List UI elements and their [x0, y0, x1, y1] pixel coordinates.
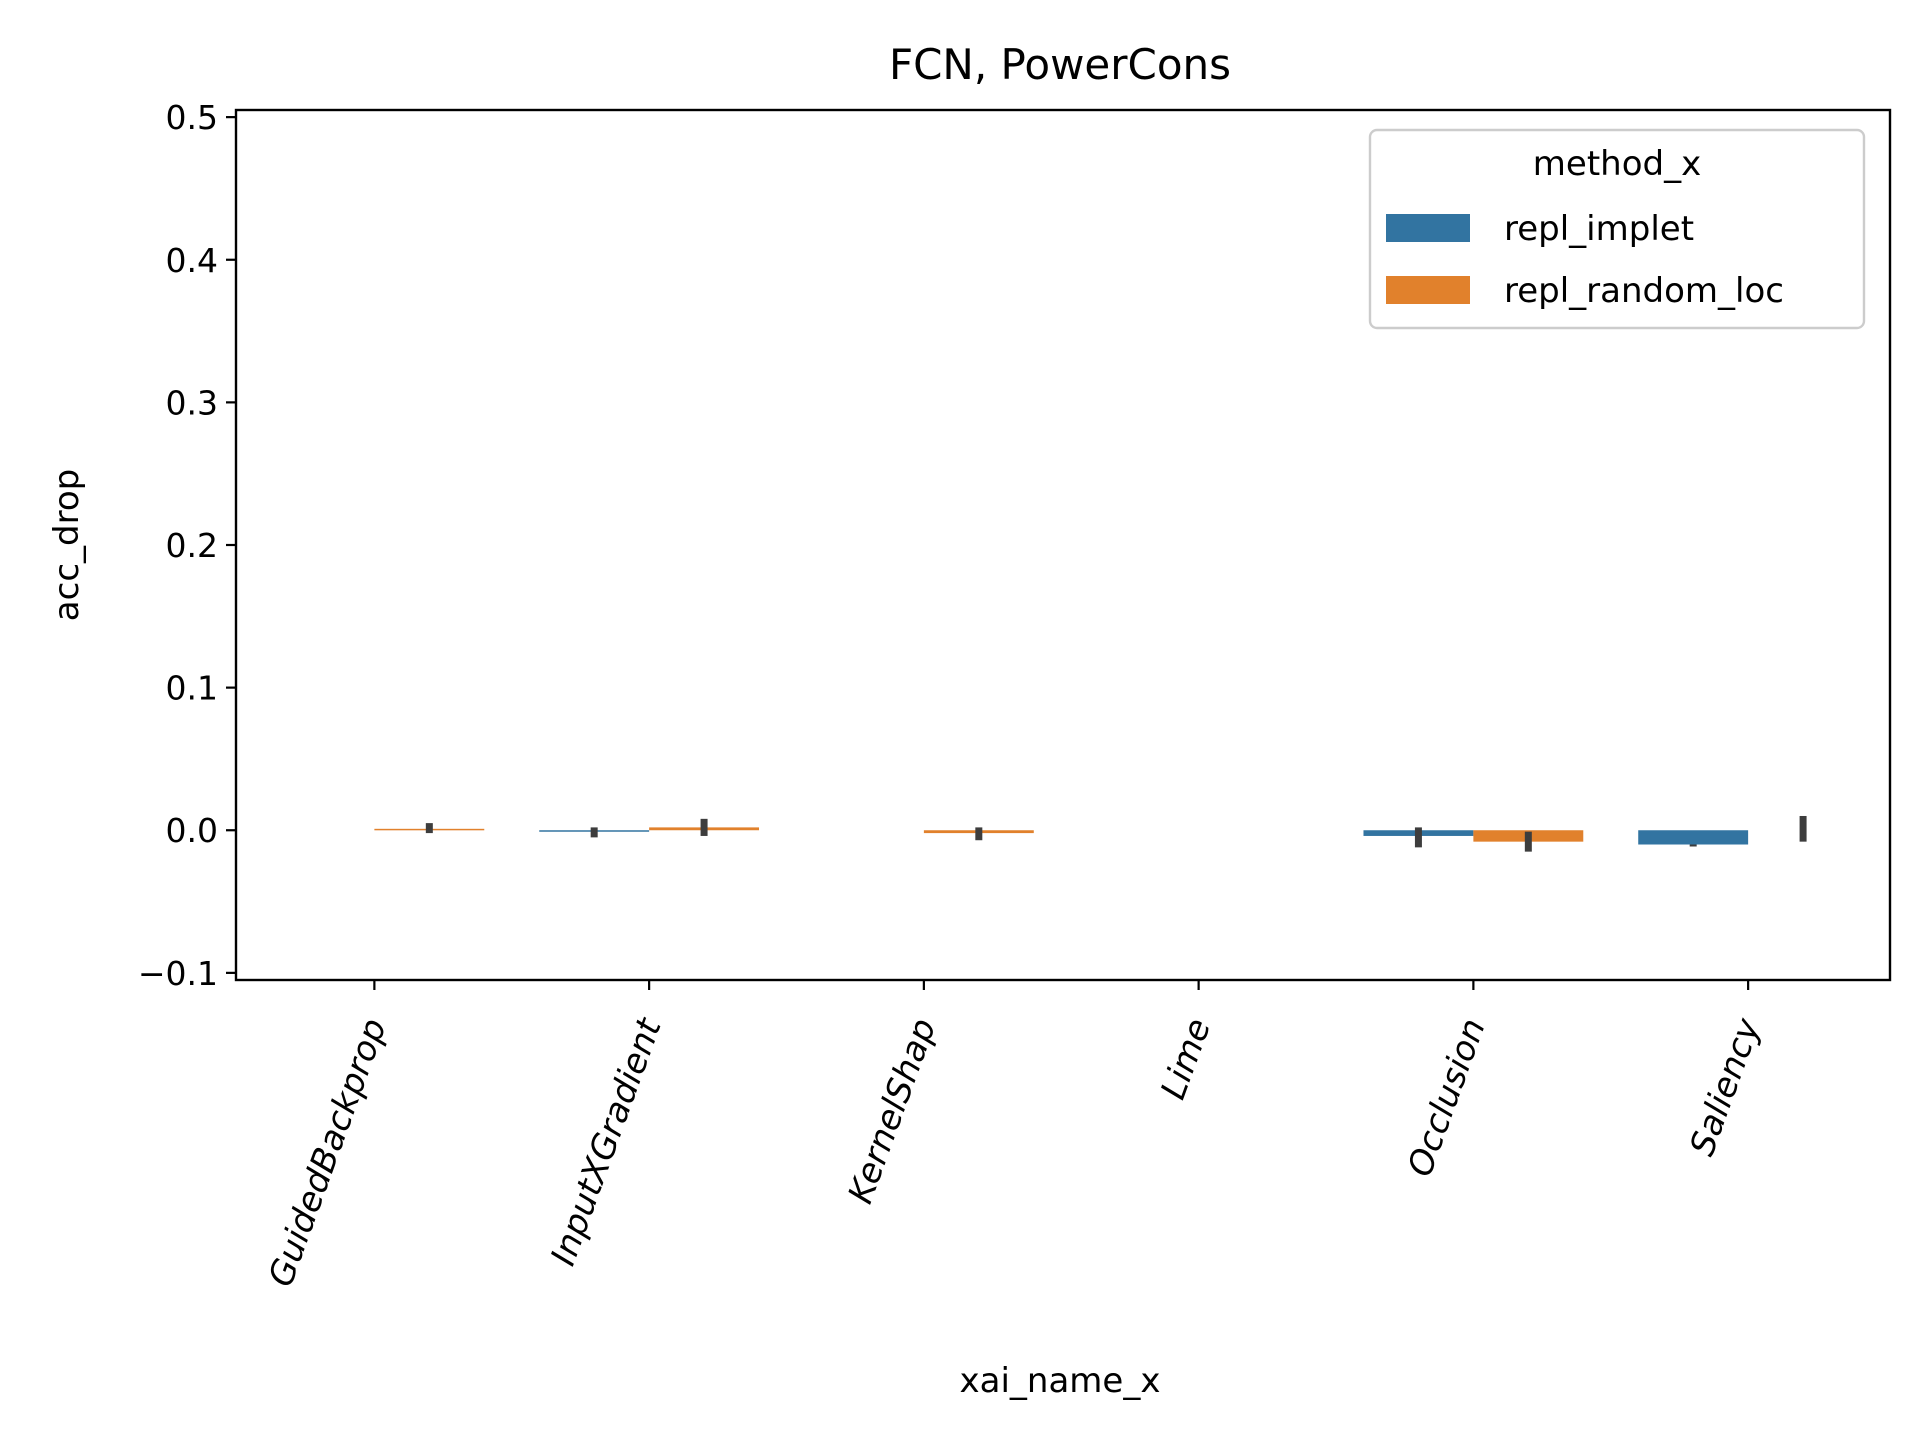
y-axis-label: acc_drop: [47, 469, 87, 621]
y-tick-label: 0.0: [166, 811, 218, 850]
x-tick-label: GuidedBackprop: [261, 1013, 395, 1292]
y-tick-label: 0.2: [166, 526, 218, 565]
y-tick-label: 0.5: [166, 98, 218, 137]
legend-swatch-repl_implet: [1386, 214, 1470, 242]
x-tick-label: Lime: [1153, 1013, 1219, 1104]
x-axis-label: xai_name_x: [960, 1361, 1161, 1401]
y-tick-label: 0.4: [166, 241, 218, 280]
y-tick-label: 0.3: [166, 383, 218, 422]
x-tick-label: Occlusion: [1400, 1013, 1494, 1181]
legend-swatch-repl_random_loc: [1386, 276, 1470, 304]
chart-title: FCN, PowerCons: [889, 40, 1231, 89]
x-tick-label: InputXGradient: [543, 1012, 670, 1271]
legend-frame: [1368, 128, 1866, 330]
x-tick-label: KernelShap: [841, 1013, 945, 1208]
y-tick-label: 0.1: [166, 669, 218, 708]
y-tick-label: −0.1: [138, 954, 218, 993]
legend-title: method_x: [1533, 144, 1701, 184]
x-tick-label: Saliency: [1682, 1013, 1769, 1161]
legend-label: repl_random_loc: [1504, 271, 1784, 311]
legend-label: repl_implet: [1504, 209, 1694, 249]
legend: method_x repl_implet repl_random_loc: [1368, 128, 1866, 330]
bar-repl_implet-Saliency: [1638, 830, 1749, 845]
